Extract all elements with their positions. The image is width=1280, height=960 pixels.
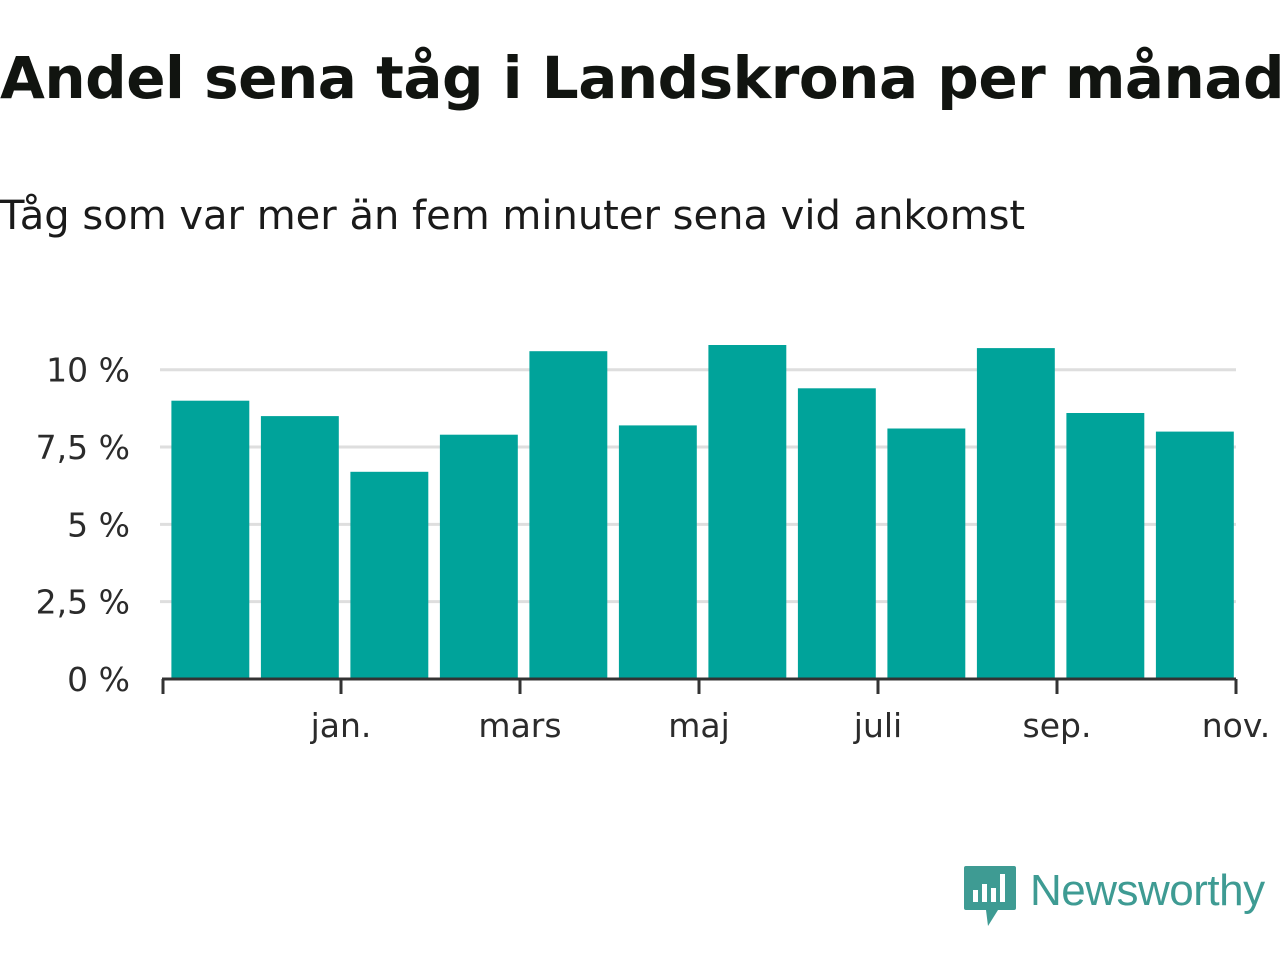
bar xyxy=(260,416,339,679)
bar-chart: 0 % 2,5 % 5 % 7,5 % 10 % jan. mars maj juli sep. n… xyxy=(36,345,1271,745)
bar xyxy=(887,428,966,679)
bar xyxy=(1155,431,1234,679)
x-tick-label: sep. xyxy=(1023,706,1092,745)
bar xyxy=(708,345,787,679)
x-tick-label: mars xyxy=(478,706,561,745)
newsworthy-logo: Newsworthy xyxy=(962,862,1265,932)
x-tick-label: jan. xyxy=(310,706,372,745)
bar xyxy=(529,351,608,679)
x-tick-label: juli xyxy=(853,706,902,745)
chart-title: Andel sena tåg i Landskrona per månad xyxy=(0,44,1280,112)
y-tick-label: 7,5 % xyxy=(36,428,130,467)
newsworthy-logo-icon xyxy=(964,866,1016,926)
x-tick-label: nov. xyxy=(1202,706,1271,745)
chart-area: 0 % 2,5 % 5 % 7,5 % 10 % jan. mars maj juli sep. n… xyxy=(0,300,1280,780)
x-tick-label: maj xyxy=(668,706,730,745)
y-tick-label: 10 % xyxy=(46,351,130,390)
bar xyxy=(797,388,876,679)
bar xyxy=(618,425,697,679)
y-tick-label: 2,5 % xyxy=(36,583,130,622)
chart-subtitle: Tåg som var mer än fem minuter sena vid … xyxy=(0,193,1026,239)
logo-wordmark: Newsworthy xyxy=(1030,866,1265,915)
y-tick-label: 5 % xyxy=(67,505,130,544)
bar xyxy=(976,348,1055,679)
y-tick-label: 0 % xyxy=(67,660,130,699)
bar xyxy=(439,434,518,679)
bar xyxy=(350,471,429,679)
bar xyxy=(1066,413,1145,679)
bar xyxy=(171,400,250,679)
